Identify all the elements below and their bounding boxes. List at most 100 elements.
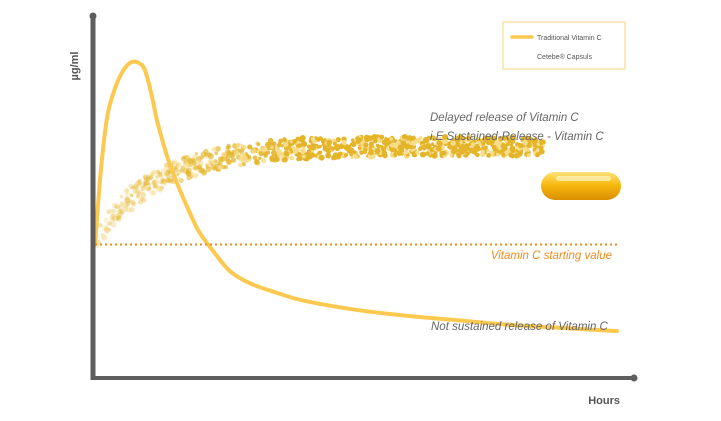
granule xyxy=(415,150,420,155)
granule xyxy=(172,159,177,164)
granule xyxy=(128,184,134,190)
granule xyxy=(133,183,139,189)
granule xyxy=(147,186,152,190)
granule xyxy=(160,178,164,182)
granule xyxy=(96,241,103,248)
granule xyxy=(353,154,359,160)
granule xyxy=(320,139,326,144)
granule xyxy=(294,147,300,153)
granule xyxy=(109,217,115,223)
granule xyxy=(263,153,268,158)
granule xyxy=(136,192,141,197)
granule xyxy=(341,144,345,148)
granule xyxy=(389,142,395,148)
granule xyxy=(135,194,141,199)
granule xyxy=(207,158,214,165)
granule xyxy=(165,170,170,176)
legend-traditional-label: Traditional Vitamin C xyxy=(537,35,602,42)
granule xyxy=(157,186,162,190)
granule xyxy=(135,190,139,194)
granule xyxy=(124,197,131,204)
granule xyxy=(226,159,232,165)
granule xyxy=(142,183,148,188)
granule xyxy=(161,178,166,183)
granule xyxy=(497,146,502,151)
granule xyxy=(137,199,143,205)
granule xyxy=(217,156,224,162)
granule xyxy=(247,144,252,149)
legend-box xyxy=(502,21,626,70)
granule xyxy=(116,216,122,223)
granule xyxy=(214,151,219,156)
granule xyxy=(107,227,112,232)
granule xyxy=(187,158,194,164)
granule xyxy=(389,137,393,141)
granule xyxy=(532,142,538,148)
granule xyxy=(129,193,134,198)
granule xyxy=(289,140,293,144)
granule xyxy=(325,152,332,159)
granule xyxy=(389,146,395,152)
granule xyxy=(405,140,409,144)
granule xyxy=(235,143,241,149)
granule xyxy=(350,155,354,159)
granule xyxy=(295,143,302,149)
granule xyxy=(151,189,157,196)
granule xyxy=(122,204,127,209)
granule xyxy=(474,143,480,149)
granule xyxy=(322,147,327,152)
granule xyxy=(207,153,214,160)
granule xyxy=(437,137,442,142)
granule xyxy=(155,185,162,192)
granule xyxy=(129,206,135,213)
granule xyxy=(122,205,129,212)
granule xyxy=(100,224,104,229)
granule xyxy=(112,213,118,220)
granule xyxy=(517,151,523,157)
granule xyxy=(124,206,131,212)
granule xyxy=(132,184,138,189)
granule xyxy=(357,146,362,150)
x-axis-title: Hours xyxy=(588,395,620,407)
granule xyxy=(146,177,151,182)
granule xyxy=(176,172,180,177)
granule xyxy=(524,147,530,153)
granule xyxy=(151,171,155,175)
granule xyxy=(137,180,143,186)
granule xyxy=(203,148,209,155)
granule xyxy=(137,178,142,183)
granule xyxy=(120,202,124,207)
granule xyxy=(505,136,510,141)
granule xyxy=(301,141,308,147)
granule xyxy=(186,175,192,181)
granule xyxy=(143,175,148,180)
granule xyxy=(134,185,140,191)
legend-capsuls-label: Cetebe® Capsuls xyxy=(537,53,592,61)
granule xyxy=(165,173,172,179)
granule xyxy=(138,189,144,195)
granule xyxy=(115,213,120,218)
granule xyxy=(112,202,118,209)
granule xyxy=(159,187,164,191)
granule xyxy=(104,228,111,234)
granule xyxy=(206,163,210,168)
granule xyxy=(215,145,221,152)
granule xyxy=(155,169,160,174)
granule xyxy=(435,145,442,152)
granule xyxy=(125,191,131,197)
granule xyxy=(282,137,287,142)
granule xyxy=(150,172,154,177)
granule xyxy=(143,181,148,186)
granule xyxy=(310,144,317,151)
granule xyxy=(124,200,131,207)
granule xyxy=(124,197,131,204)
granule xyxy=(457,134,464,141)
granule xyxy=(183,162,190,169)
granule xyxy=(154,178,160,185)
x-axis-end-dot xyxy=(630,374,638,382)
granule xyxy=(508,152,513,158)
granule xyxy=(131,200,136,206)
granule xyxy=(335,137,341,142)
granule xyxy=(112,215,119,222)
granule xyxy=(159,185,165,190)
